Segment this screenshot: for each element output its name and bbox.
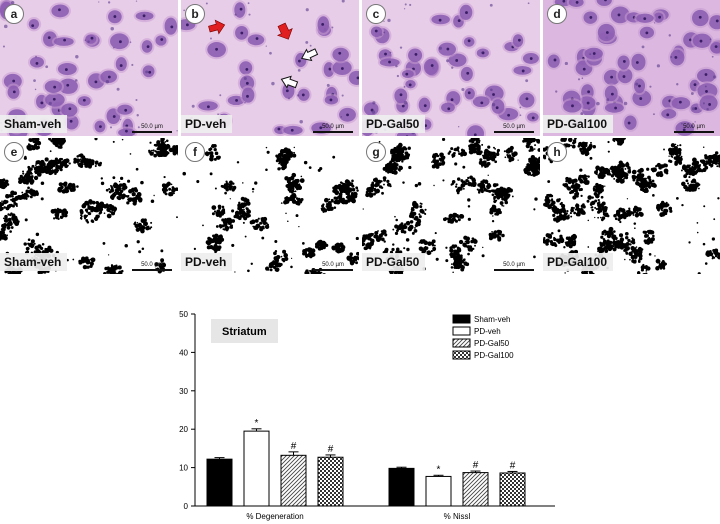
bar-pd-gal50: [280, 454, 307, 507]
open-arrow-icon: [300, 48, 319, 62]
scale-text: 50.0 µm: [503, 124, 525, 130]
legend-label: PD-Gal100: [474, 351, 514, 360]
panel-letter: c: [366, 4, 386, 24]
y-tick-label: 20: [179, 425, 188, 434]
panel-label: PD-veh: [181, 253, 233, 271]
y-tick-label: 50: [179, 310, 188, 319]
legend-swatch: [452, 338, 471, 348]
arrow-annotations: [208, 19, 319, 89]
panel-a: a Sham-veh 50.0 µm: [0, 0, 178, 136]
panel-label: PD-Gal50: [362, 115, 426, 133]
panel-h: h PD-Gal100 50.0 µm: [543, 138, 720, 274]
scale-text: 50.0 µm: [683, 262, 705, 268]
panel-e: e Sham-veh 50.0 µm: [0, 138, 178, 274]
y-tick-label: 30: [179, 387, 188, 396]
significance-mark: #: [473, 460, 479, 471]
panel-label: PD-Gal50: [362, 253, 426, 271]
panel-f: f PD-veh 50.0 µm: [181, 138, 359, 274]
panel-d: d PD-Gal100 50.0 µm: [543, 0, 720, 136]
panel-letter: a: [4, 4, 24, 24]
panel-label: Sham-veh: [0, 115, 68, 133]
panel-label: PD-Gal100: [543, 253, 614, 271]
bar-pd-gal100: [317, 456, 344, 507]
legend-swatch: [452, 326, 471, 336]
scale-text: 50.0 µm: [141, 124, 163, 130]
scale-text: 50.0 µm: [141, 262, 163, 268]
significance-mark: #: [328, 444, 334, 455]
significance-mark: *: [437, 464, 441, 475]
y-tick-label: 10: [179, 464, 188, 473]
bar-pd-gal50: [462, 472, 489, 507]
legend-swatch: [452, 314, 471, 324]
chart-title-box: [211, 319, 278, 343]
bar-sham-veh: [388, 467, 415, 507]
legend-label: Sham-veh: [474, 315, 510, 324]
significance-mark: #: [291, 441, 297, 452]
panel-letter: d: [547, 4, 567, 24]
panel-letter: h: [547, 142, 567, 162]
panel-c: c PD-Gal50 50.0 µm: [362, 0, 540, 136]
scale-bar: 50.0 µm: [132, 262, 172, 271]
red-arrow-icon: [276, 22, 293, 40]
panel-letter: f: [185, 142, 205, 162]
bar-pd-gal100: [499, 472, 526, 507]
x-category-label: % Nissl: [444, 512, 471, 521]
y-tick-label: 0: [184, 502, 189, 511]
legend-label: PD-Gal50: [474, 339, 510, 348]
open-arrow-icon: [280, 75, 299, 89]
panel-letter: g: [366, 142, 386, 162]
panel-label: PD-Gal100: [543, 115, 614, 133]
significance-mark: *: [255, 418, 259, 429]
panel-label: Sham-veh: [0, 253, 68, 271]
scale-text: 50.0 µm: [503, 262, 525, 268]
scale-bar: 50.0 µm: [494, 124, 534, 133]
chart-title: Striatum: [222, 326, 267, 338]
significance-mark: #: [510, 460, 516, 471]
bar-sham-veh: [206, 458, 233, 507]
panel-letter: b: [185, 4, 205, 24]
scale-bar: 50.0 µm: [674, 262, 714, 271]
micrograph-c: [362, 0, 540, 136]
panel-b: b PD-veh 50.0 µm: [181, 0, 359, 136]
scale-bar: 50.0 µm: [313, 124, 353, 133]
scale-bar: 50.0 µm: [313, 262, 353, 271]
scale-text: 50.0 µm: [322, 262, 344, 268]
scale-text: 50.0 µm: [683, 124, 705, 130]
legend-label: PD-veh: [474, 327, 501, 336]
scale-bar: 50.0 µm: [674, 124, 714, 133]
panel-g: g PD-Gal50 50.0 µm: [362, 138, 540, 274]
panel-letter: e: [4, 142, 24, 162]
scale-text: 50.0 µm: [322, 124, 344, 130]
binary-image-e: [0, 138, 178, 274]
scale-bar: 50.0 µm: [494, 262, 534, 271]
binary-image-f: [181, 138, 359, 274]
panel-label: PD-veh: [181, 115, 233, 133]
y-tick-label: 40: [179, 348, 188, 357]
micrograph-d: [543, 0, 720, 136]
red-arrow-icon: [208, 19, 226, 35]
bar-pd-veh: [425, 475, 452, 507]
bar-pd-veh: [243, 430, 270, 507]
binary-image-g: [362, 138, 540, 274]
scale-bar: 50.0 µm: [132, 124, 172, 133]
x-category-label: % Degeneration: [246, 512, 303, 521]
legend-swatch: [452, 350, 471, 360]
bar-chart: 0 10 20 30 40 50 Striatum * # # % Degeneration * # #%…: [179, 310, 555, 521]
